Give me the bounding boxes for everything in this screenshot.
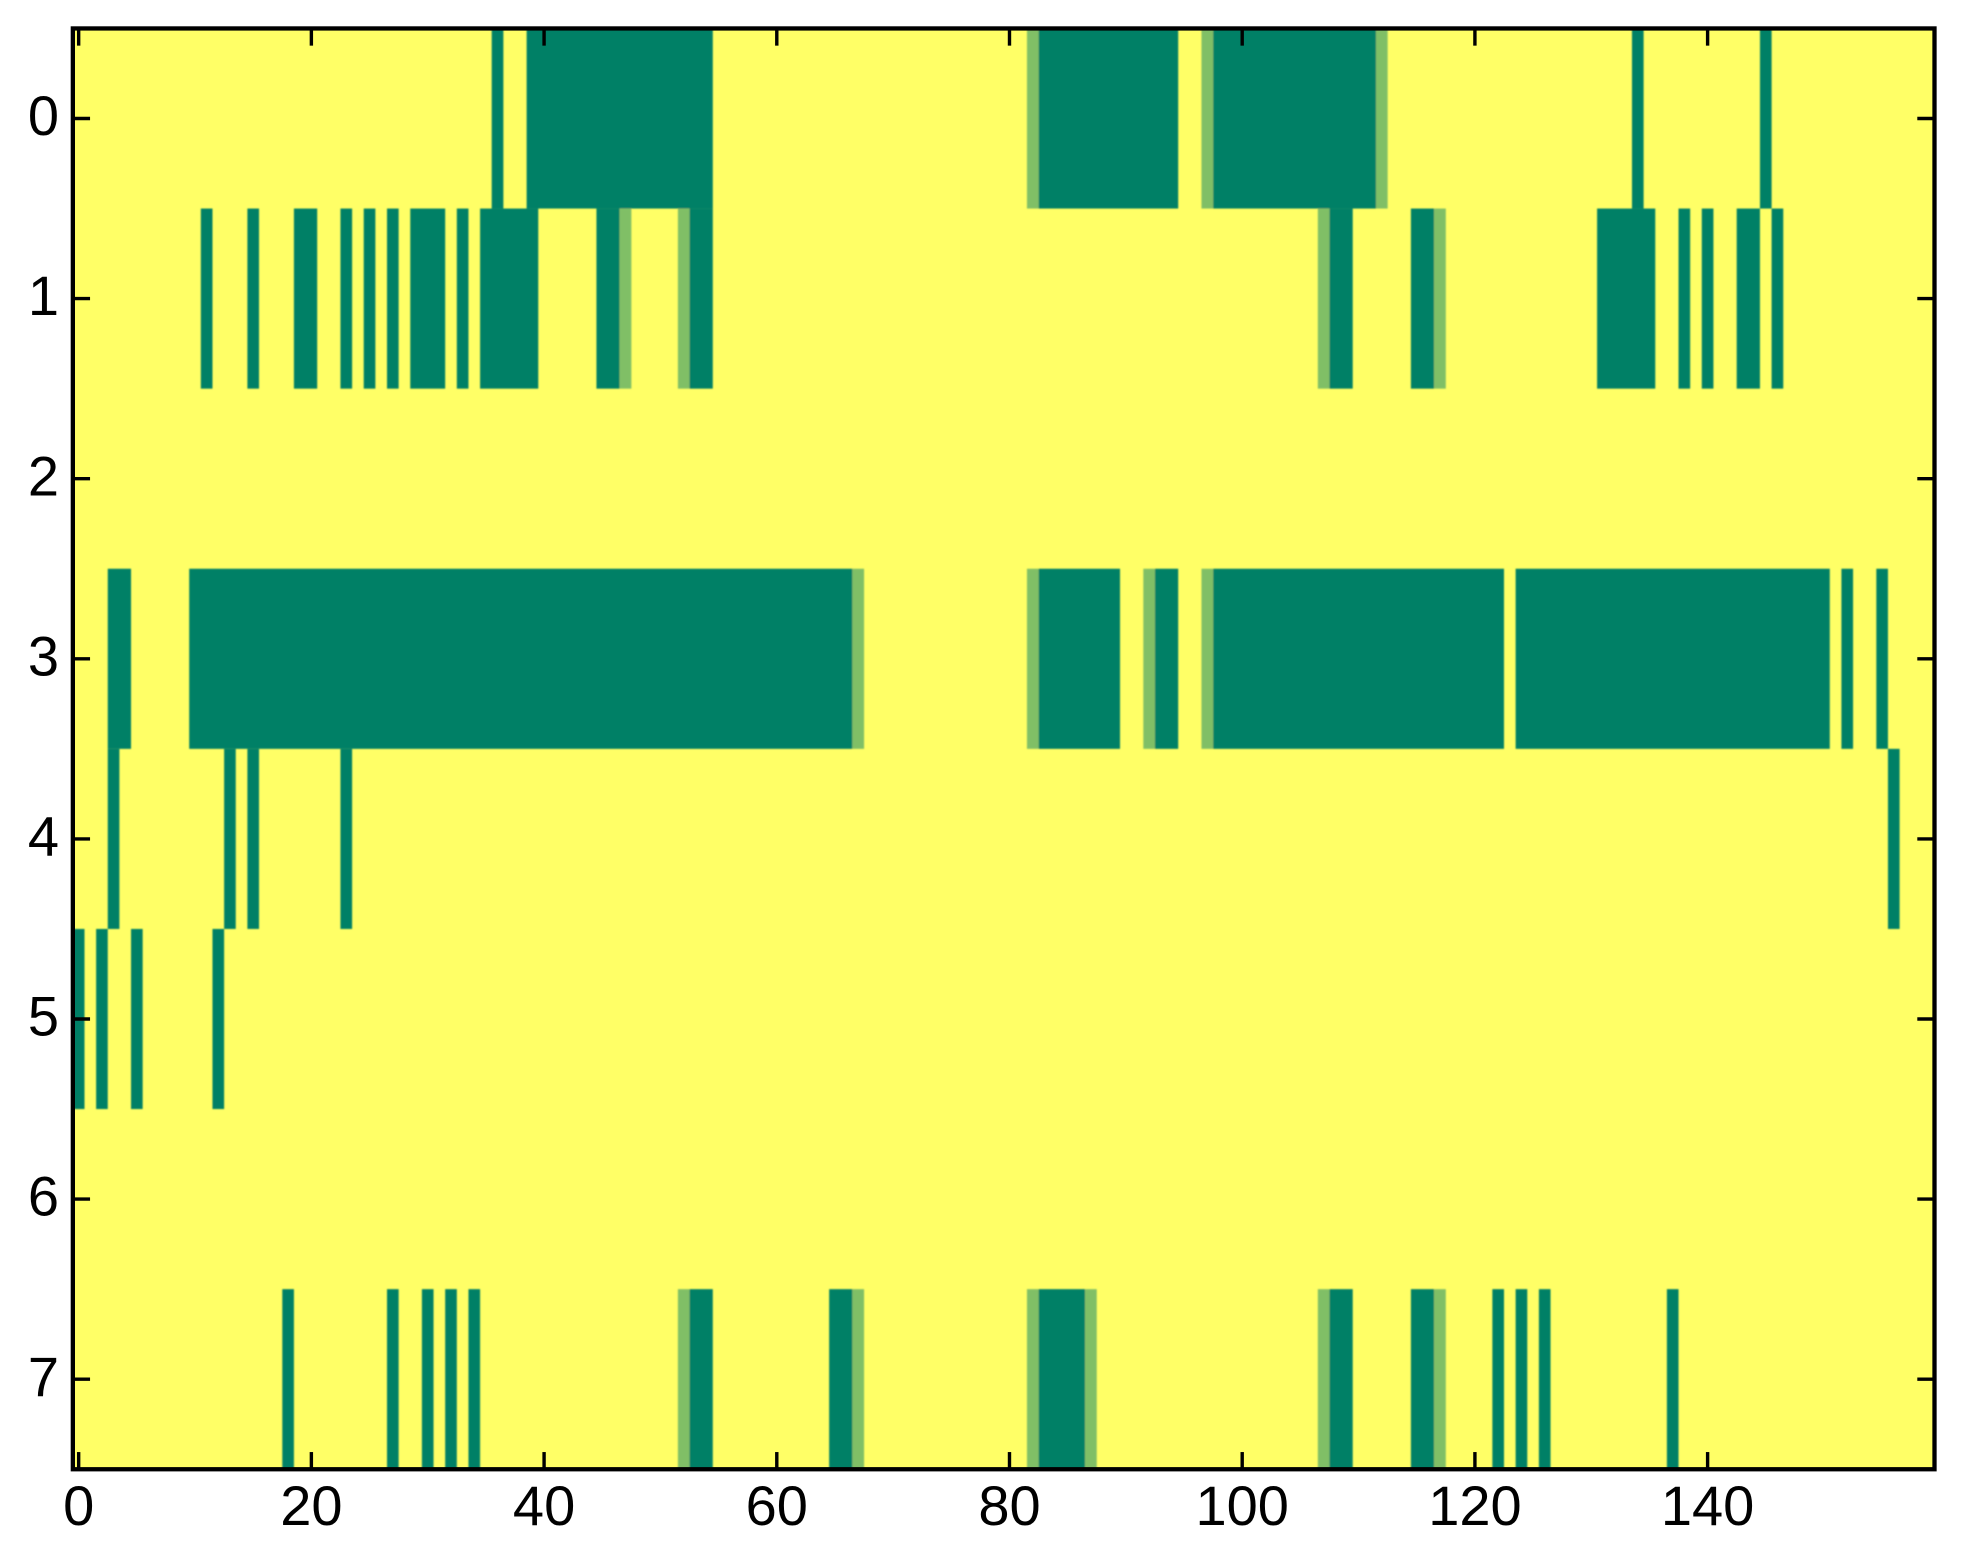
svg-text:5: 5 [28,985,59,1048]
svg-text:7: 7 [28,1345,59,1408]
svg-text:3: 3 [28,624,59,687]
svg-text:0: 0 [63,1474,94,1537]
svg-text:80: 80 [978,1474,1040,1537]
svg-text:2: 2 [28,444,59,507]
svg-text:4: 4 [28,805,59,868]
svg-text:20: 20 [280,1474,342,1537]
svg-text:100: 100 [1195,1474,1288,1537]
svg-text:120: 120 [1428,1474,1521,1537]
svg-text:0: 0 [28,84,59,147]
svg-text:140: 140 [1661,1474,1754,1537]
svg-text:60: 60 [746,1474,808,1537]
svg-text:6: 6 [28,1165,59,1228]
svg-text:40: 40 [513,1474,575,1537]
svg-text:1: 1 [28,264,59,327]
